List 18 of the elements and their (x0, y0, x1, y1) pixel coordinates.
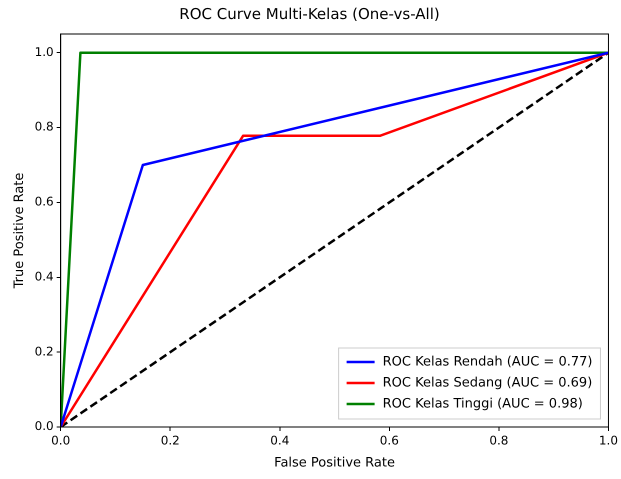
x-tick-label: 1.0 (598, 433, 618, 448)
y-tick-label: 0.2 (34, 344, 54, 358)
x-axis-title: False Positive Rate (274, 456, 395, 471)
y-tick-label: 0.4 (34, 269, 54, 284)
x-tick-label: 0.4 (270, 433, 290, 448)
y-tick-label: 1.0 (34, 44, 54, 59)
x-tick-label: 0.2 (160, 433, 180, 448)
legend-label: ROC Kelas Sedang (AUC = 0.69) (382, 375, 592, 390)
legend-label: ROC Kelas Tinggi (AUC = 0.98) (382, 396, 583, 412)
y-axis-title: True Positive Rate (12, 172, 28, 290)
legend-label: ROC Kelas Rendah (AUC = 0.77) (382, 354, 592, 370)
x-tick-label: 0.6 (380, 433, 399, 448)
y-tick-label: 0.8 (34, 120, 54, 134)
y-tick-label: 0.6 (34, 194, 54, 209)
chart-title: ROC Curve Multi-Kelas (One-vs-All) (179, 4, 440, 23)
x-tick-label: 0.0 (51, 433, 70, 448)
y-tick-label: 0.0 (34, 419, 54, 434)
x-tick-label: 0.8 (489, 433, 508, 448)
